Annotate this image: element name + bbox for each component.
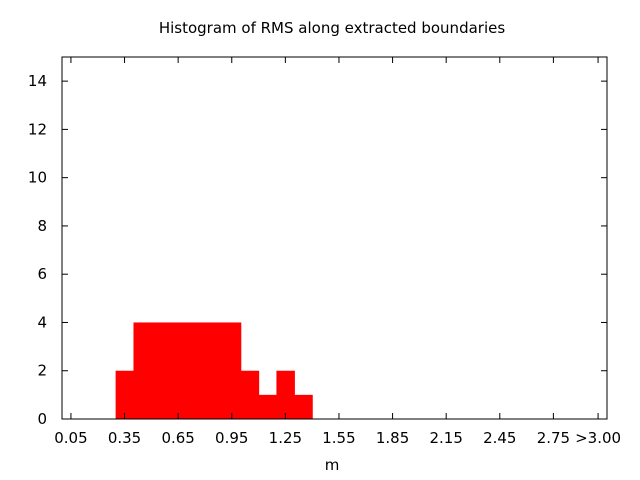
x-tick-label: 0.05 (54, 429, 87, 447)
x-tick-label: 2.15 (429, 429, 462, 447)
y-tick-label: 10 (28, 169, 47, 187)
histogram-bar (222, 322, 242, 419)
histogram-bar (294, 394, 313, 419)
y-tick-label: 4 (37, 313, 47, 331)
y-tick-label: 6 (37, 265, 47, 283)
histogram-bar (133, 322, 152, 419)
x-tick-label: 1.55 (322, 429, 355, 447)
chart-title: Histogram of RMS along extracted boundar… (159, 19, 506, 37)
x-tick-label: 2.45 (483, 429, 516, 447)
y-axis: 0 2 4 6 8 10 12 14 (28, 72, 607, 428)
histogram-bar (204, 322, 224, 419)
x-axis: 0.05 0.35 0.65 0.95 1.25 1.55 1.85 2.15 2.45 2.75… (54, 57, 621, 447)
x-tick-label: >3.00 (575, 429, 621, 447)
histogram-bar (276, 370, 295, 419)
bars-group (115, 322, 313, 419)
y-tick-label: 0 (37, 410, 47, 428)
histogram-bar (115, 370, 135, 419)
histogram-bar (258, 394, 278, 419)
y-tick-label: 14 (28, 72, 47, 90)
y-tick-label: 2 (37, 362, 47, 380)
x-tick-label: 0.35 (108, 429, 141, 447)
histogram-bar (169, 322, 188, 419)
x-tick-label: 1.85 (376, 429, 409, 447)
histogram-bar (240, 370, 260, 419)
x-tick-label: 0.65 (161, 429, 194, 447)
plot-frame (61, 56, 608, 420)
y-tick-label: 12 (28, 120, 47, 138)
y-tick-label: 8 (37, 217, 47, 235)
x-tick-label: 1.25 (269, 429, 302, 447)
x-axis-label: m (325, 456, 340, 474)
histogram-bar (187, 322, 206, 419)
x-tick-label: 0.95 (215, 429, 248, 447)
histogram-bar (151, 322, 170, 419)
x-tick-label: 2.75 (537, 429, 570, 447)
